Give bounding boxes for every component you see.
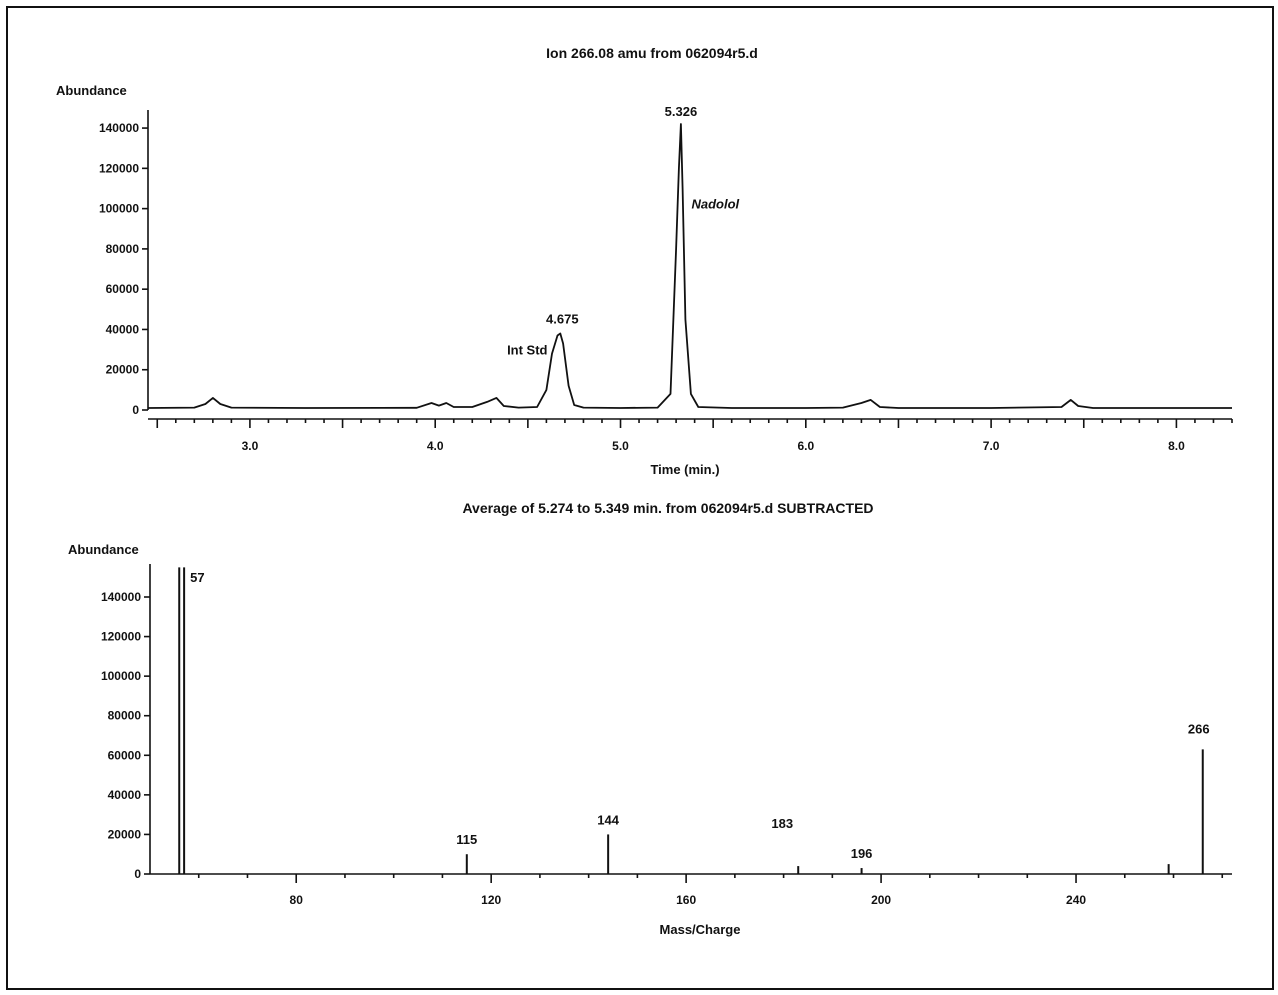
chart2-peak-label: 144 bbox=[597, 812, 619, 827]
chart2-x-tick-label: 200 bbox=[871, 893, 891, 907]
chart1-peak-label: 5.326 bbox=[665, 104, 698, 119]
chart1-series-line bbox=[147, 123, 1232, 409]
chart2-x-tick-label: 120 bbox=[481, 893, 501, 907]
chart1-y-tick-label: 120000 bbox=[99, 161, 139, 175]
chart1-x-tick-label: 4.0 bbox=[427, 439, 444, 453]
chart2-title: Average of 5.274 to 5.349 min. from 0620… bbox=[462, 500, 873, 516]
chart2-peak-label: 196 bbox=[851, 846, 873, 861]
chart1-plot: 0 20000 40000 60000 80000 100000 120000 140000 3… bbox=[99, 104, 1233, 453]
chart1-compound-label: Int Std bbox=[507, 343, 547, 358]
chart-frame bbox=[6, 6, 1274, 990]
chart2-peak-label: 57 bbox=[190, 570, 204, 585]
chart1-y-tick-label: 40000 bbox=[106, 322, 140, 336]
chart1-y-tick-label: 0 bbox=[132, 403, 139, 417]
chart2-x-axis-label: Mass/Charge bbox=[660, 922, 741, 937]
chart1-x-tick-label: 8.0 bbox=[1168, 439, 1185, 453]
chart2-x-tick-label: 80 bbox=[290, 893, 304, 907]
chart1-compound-label: Nadolol bbox=[692, 197, 740, 212]
chart2-y-tick-label: 80000 bbox=[108, 709, 142, 723]
chart1-x-axis-label: Time (min.) bbox=[650, 462, 719, 477]
chart2-plot: 0 20000 40000 60000 80000 100000 120000 140000 8… bbox=[101, 564, 1232, 907]
chart2-x-tick-label: 240 bbox=[1066, 893, 1086, 907]
chart1-y-tick-label: 20000 bbox=[106, 363, 140, 377]
chart2-y-tick-label: 20000 bbox=[108, 827, 142, 841]
chart1-y-tick-label: 80000 bbox=[106, 242, 140, 256]
chart1-x-tick-label: 7.0 bbox=[983, 439, 1000, 453]
chart2-y-tick-label: 60000 bbox=[108, 748, 142, 762]
chart2-y-tick-label: 120000 bbox=[101, 630, 141, 644]
chart2-y-tick-label: 100000 bbox=[101, 669, 141, 683]
chart2-y-tick-label: 0 bbox=[134, 867, 141, 881]
chart1-title: Ion 266.08 amu from 062094r5.d bbox=[546, 45, 758, 61]
chart1-y-tick-label: 60000 bbox=[106, 282, 140, 296]
chart2-y-axis-label: Abundance bbox=[68, 542, 139, 557]
chart1-x-tick-label: 5.0 bbox=[612, 439, 629, 453]
chart2-y-tick-label: 40000 bbox=[108, 788, 142, 802]
chart2-peak-label: 266 bbox=[1188, 721, 1210, 736]
chart1-y-tick-label: 140000 bbox=[99, 121, 139, 135]
chart2-x-tick-label: 160 bbox=[676, 893, 696, 907]
chart2-peak-label: 115 bbox=[456, 832, 477, 847]
chart1-x-tick-label: 6.0 bbox=[797, 439, 814, 453]
chart2-y-tick-label: 140000 bbox=[101, 590, 141, 604]
chart1-y-axis-label: Abundance bbox=[56, 83, 127, 98]
chart1-peak-label: 4.675 bbox=[546, 311, 579, 326]
chart1-y-tick-label: 100000 bbox=[99, 202, 139, 216]
chart2-peak-label: 183 bbox=[771, 816, 793, 831]
chart1-x-tick-label: 3.0 bbox=[242, 439, 259, 453]
